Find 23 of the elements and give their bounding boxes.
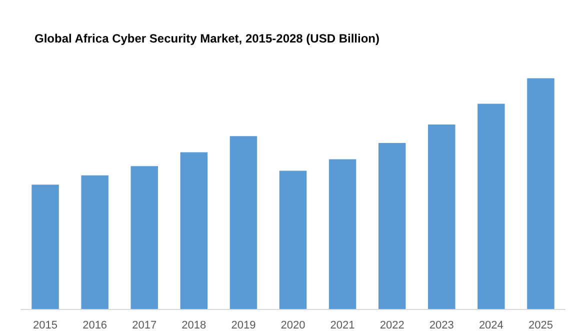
- x-tick-label: 2016: [82, 320, 108, 331]
- bar: [328, 159, 356, 310]
- bar: [81, 175, 108, 310]
- bar: [378, 143, 406, 310]
- x-tick-label: 2025: [528, 320, 553, 331]
- x-tick-label: 2021: [330, 320, 355, 331]
- x-tick-label: 2015: [33, 320, 58, 331]
- bar: [478, 104, 505, 310]
- x-tick-label: 2018: [182, 320, 206, 331]
- bar: [279, 170, 307, 310]
- bar: [230, 136, 258, 310]
- bar: [32, 184, 59, 310]
- bar: [527, 78, 554, 310]
- chart-title: Global Africa Cyber Security Market, 2015-2028 (USD Billion): [34, 32, 380, 46]
- x-tick-label: 2024: [478, 320, 504, 331]
- x-tick-label: 2023: [429, 320, 454, 331]
- bar: [180, 152, 208, 310]
- bar: [428, 124, 456, 310]
- x-tick-label: 2020: [280, 320, 306, 331]
- x-tick-label: 2019: [231, 320, 256, 331]
- x-tick-label: 2022: [380, 320, 404, 331]
- x-tick-label: 2017: [132, 320, 157, 331]
- bar: [130, 166, 158, 310]
